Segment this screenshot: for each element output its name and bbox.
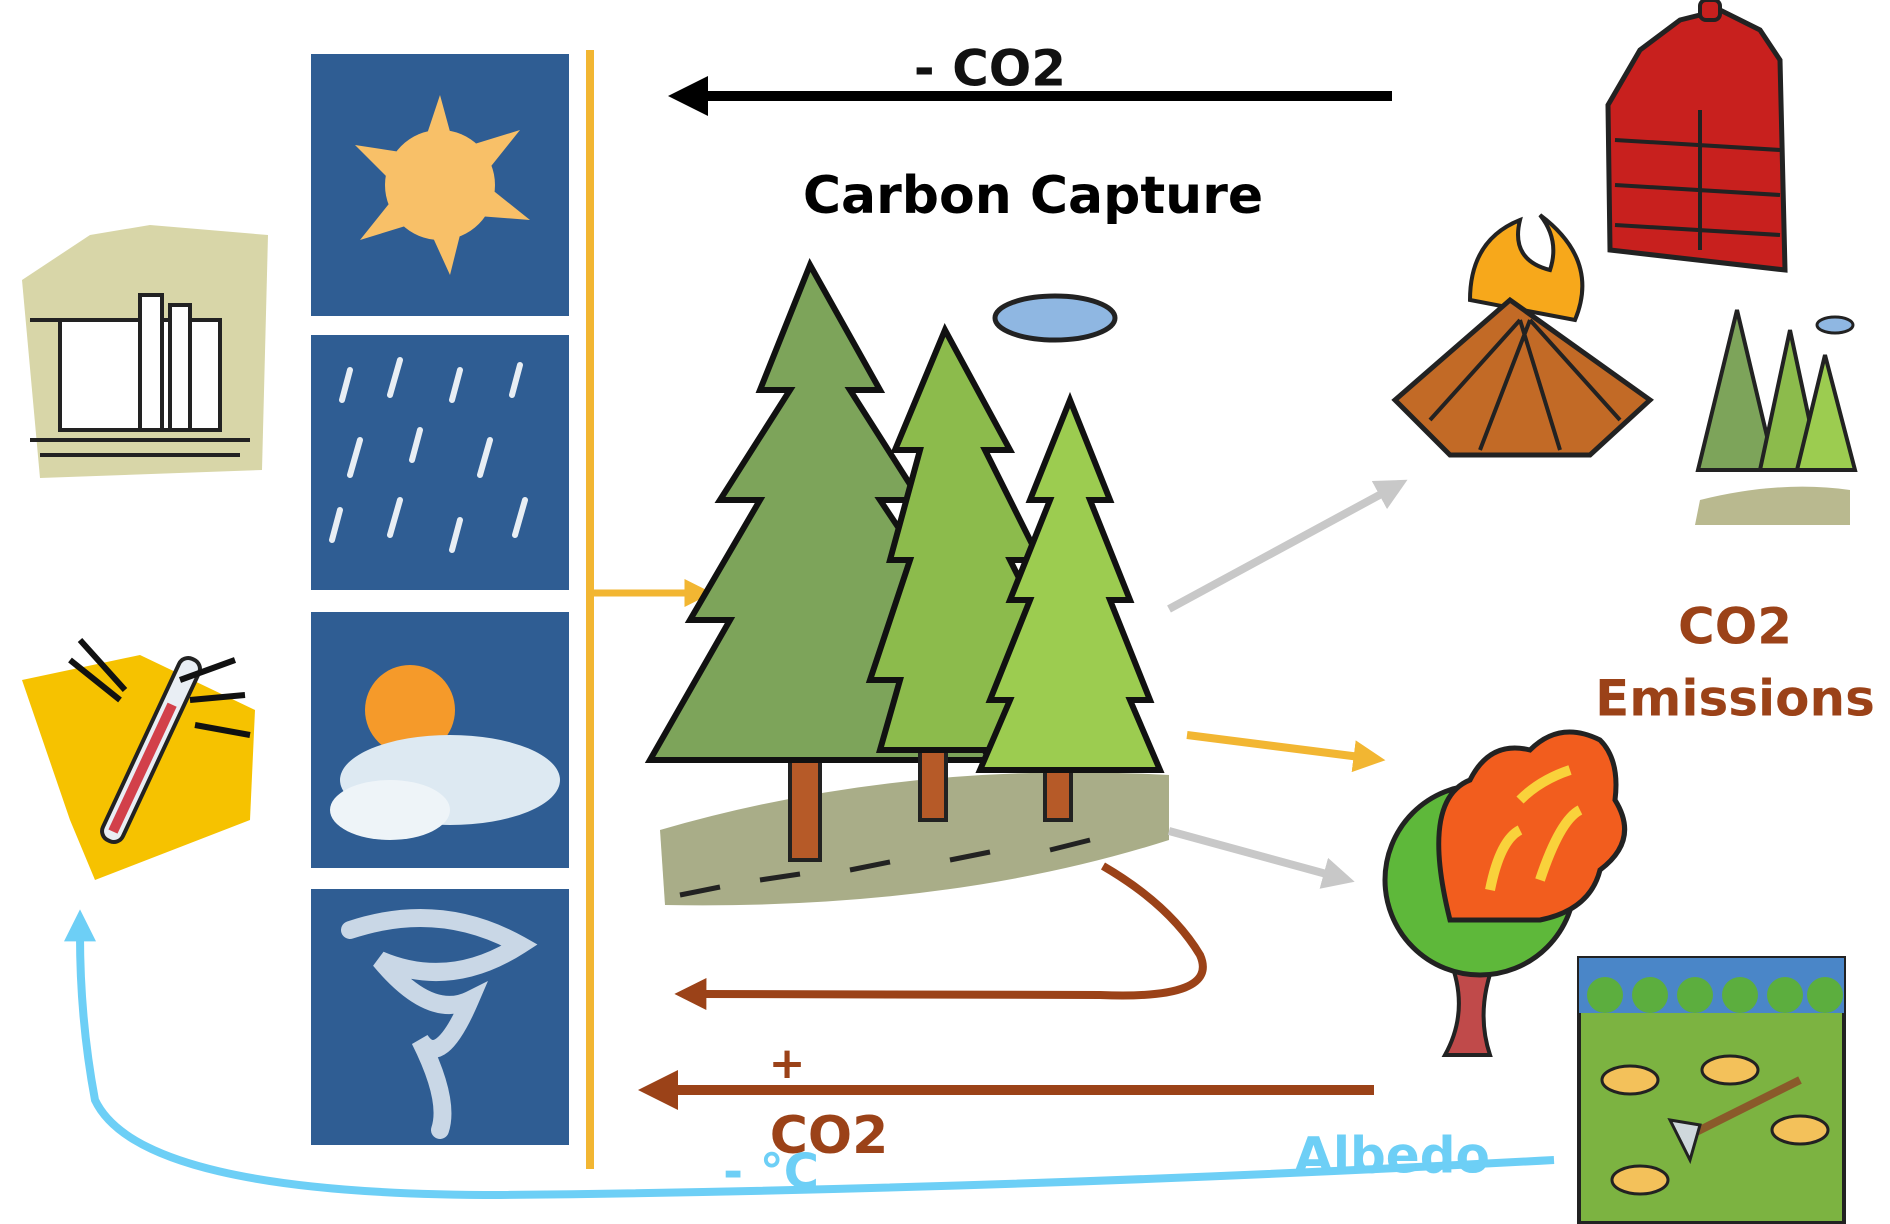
- arrow-to-wildfire-gray: [1169, 831, 1330, 875]
- deforestation-icon-part: [1702, 1056, 1758, 1084]
- deforestation-icon-part: [1722, 977, 1758, 1013]
- top-arrow-label: - CO2: [914, 40, 1066, 98]
- rain-tile: [311, 335, 569, 590]
- arrow-to-campfire: [1169, 492, 1385, 609]
- forest-part: [995, 296, 1115, 340]
- deforestation-icon-part: [1587, 977, 1623, 1013]
- diagram: - CO2 Carbon Capture + CO2 Albedo - °C C…: [0, 0, 1890, 1224]
- tornado-tile: [311, 889, 569, 1145]
- deforestation-icon-part: [1632, 977, 1668, 1013]
- deforestation-icon-part: [1807, 977, 1843, 1013]
- temperature-label: - °C: [723, 1144, 819, 1200]
- small-trees-icon-part: [1695, 487, 1850, 525]
- title: Carbon Capture: [803, 166, 1263, 226]
- sun-tile: [311, 54, 569, 316]
- deforestation-icon-part: [1612, 1166, 1668, 1194]
- factory-icon-part: [170, 305, 190, 430]
- forest-part: [790, 750, 820, 860]
- emissions-label-line1: CO2: [1678, 598, 1792, 656]
- deforestation-icon-part: [1602, 1066, 1658, 1094]
- small-trees-icon-part: [1817, 317, 1853, 333]
- deforestation-icon-part: [1767, 977, 1803, 1013]
- dresser-icon-part: [1700, 0, 1720, 20]
- thermometer-icon: [22, 640, 255, 880]
- factory-icon: [22, 225, 268, 478]
- forest: [650, 265, 1169, 905]
- campfire-icon-part: [1470, 215, 1582, 320]
- arrow-to-wildfire: [1187, 735, 1360, 757]
- small-trees-icon: [1695, 310, 1855, 525]
- deforestation-icon-part: [1772, 1116, 1828, 1144]
- plus-sign: +: [769, 1038, 806, 1089]
- albedo-label: Albedo: [1294, 1127, 1490, 1185]
- wildfire-tree-icon-part: [1439, 732, 1625, 920]
- deforestation-icon-part: [1677, 977, 1713, 1013]
- cloudy-sun-tile: [311, 612, 569, 868]
- deforestation-icon: [1579, 958, 1844, 1223]
- dresser-icon: [1608, 0, 1785, 270]
- forest-part: [660, 772, 1169, 905]
- factory-icon-part: [140, 295, 162, 430]
- cloudy-sun-tile-part: [330, 780, 450, 840]
- emissions-label-line2: Emissions: [1595, 670, 1875, 728]
- page: - CO2 Carbon Capture + CO2 Albedo - °C C…: [0, 0, 1890, 1224]
